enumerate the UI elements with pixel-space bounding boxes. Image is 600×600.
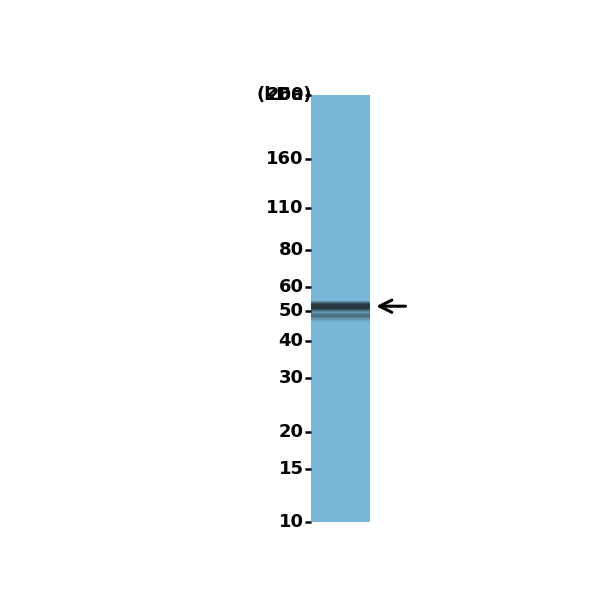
Text: 260: 260 xyxy=(266,86,304,104)
Bar xyxy=(311,95,370,523)
Text: 80: 80 xyxy=(278,241,304,259)
Text: 50: 50 xyxy=(278,302,304,320)
Text: (kDa): (kDa) xyxy=(257,86,312,104)
Text: 160: 160 xyxy=(266,150,304,168)
Text: 20: 20 xyxy=(278,422,304,440)
Text: 60: 60 xyxy=(278,278,304,296)
Text: 10: 10 xyxy=(278,514,304,532)
Text: 40: 40 xyxy=(278,332,304,350)
Text: 15: 15 xyxy=(278,460,304,478)
Text: 30: 30 xyxy=(278,370,304,388)
Text: 110: 110 xyxy=(266,199,304,217)
